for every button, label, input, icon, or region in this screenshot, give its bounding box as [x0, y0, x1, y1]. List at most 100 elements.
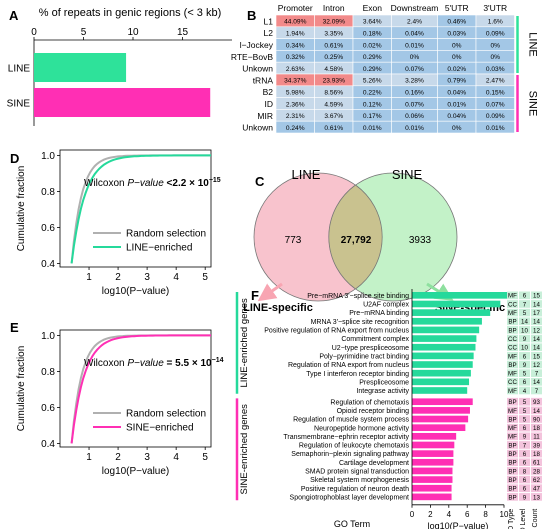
venn-sine-only-count: 3933	[409, 235, 432, 246]
panel-f-side-cell: 14	[533, 345, 540, 352]
panel-f-side-cell-bg	[519, 397, 530, 406]
panel-f-side-cell: 5	[523, 408, 527, 415]
panel-b-cell-value: 3.35%	[324, 31, 343, 38]
panel-f-side-cell: MF	[508, 310, 517, 317]
panel-b-cell-value: 0.02%	[363, 42, 382, 49]
panel-e-y-tick-label: 1.0	[41, 331, 55, 342]
panel-d-annotation-pvalue: P−value	[127, 178, 164, 189]
panel-f-side-cell: 7	[535, 388, 539, 395]
panel-f-side-cell-bg	[531, 291, 542, 300]
panel-b-cell-value: 0%	[410, 54, 420, 61]
panel-e-plot-frame	[59, 329, 212, 448]
panel-f-side-cell: 13	[533, 494, 540, 501]
panel-d-y-tick-label: 1.0	[41, 151, 55, 162]
panel-f-side-cell: 18	[533, 425, 540, 432]
panel-f-side-cell-bg	[531, 352, 542, 360]
panel-f-side-cell-bg	[519, 343, 530, 352]
panel-f-side-cell-bg	[507, 352, 518, 360]
panel-f-side-cell-bg	[531, 475, 542, 484]
panel-f-side-column-header: GO Count	[532, 509, 539, 529]
panel-f-side-cell-bg	[507, 317, 518, 326]
panel-f-side-cell-bg	[531, 378, 542, 386]
panel-b-cell-value: 0.15%	[486, 90, 505, 97]
panel-f-bar	[412, 369, 471, 377]
panel-f-bar	[412, 458, 454, 466]
panel-d-wilcoxon-annotation: Wilcoxon P−value <2.2 × 10−15	[84, 177, 221, 189]
panel-f-side-cell-bg	[507, 484, 518, 493]
panel-f-term-label: MRNA 3'−splice site recognition	[311, 319, 410, 326]
panel-b-cell-value: 0.25%	[324, 54, 343, 61]
panel-e-y-tick-label: 0.4	[41, 439, 55, 450]
panel-b-cell-value: 0.18%	[363, 31, 382, 38]
panel-f-side-cell: 7	[523, 442, 527, 449]
panel-b-cell-value: 0.12%	[363, 101, 382, 108]
panel-d-y-tick-label: 0.4	[41, 259, 55, 270]
panel-f-side-cell: 5	[523, 416, 527, 423]
panel-b-cell-value: 0.03%	[486, 66, 505, 73]
panel-f-side-cell: 9	[523, 494, 527, 501]
panel-b-cell-value: 5.98%	[286, 90, 305, 97]
panel-d-annotation-relation: <2.2 × 10	[164, 178, 209, 189]
panel-b-cell-value: 0.01%	[363, 125, 382, 132]
panel-f-side-cell-bg	[507, 386, 518, 395]
panel-f-side-cell-bg	[531, 386, 542, 395]
panel-f-term-label: Spongiotrophoblast layer development	[290, 494, 410, 501]
panel-b-row-label: l−Jockey	[240, 40, 274, 50]
panel-b-cell-value: 3.64%	[363, 19, 382, 26]
panel-f-bar	[412, 476, 453, 483]
panel-b-cell-value: 2.63%	[286, 66, 305, 73]
panel-f-term-label: Regulation of chemotaxis	[330, 399, 409, 406]
panel-f-term-label: Type I interferon receptor binding	[306, 371, 409, 378]
panel-f-side-cell: 12	[533, 362, 540, 369]
panel-f-side-column-header: GO Type	[508, 509, 515, 529]
venn-intersection	[328, 184, 383, 290]
panel-e-legend-label: Random selection	[126, 409, 206, 420]
panel-f-side-cell: CC	[508, 345, 517, 352]
panel-f-side-cell: BP	[508, 451, 516, 458]
panel-f-term-label: Positive regulation of neuron death	[301, 486, 409, 493]
panel-f-group-label: SINE-enriched genes	[239, 404, 250, 495]
panel-f-x-tick-label: 4	[447, 510, 452, 519]
panel-f-side-cell: BP	[508, 494, 516, 501]
panel-f-side-cell-bg	[507, 475, 518, 484]
panel-b-cell-bg	[475, 120, 515, 134]
panel-f-side-cell-bg	[507, 378, 518, 386]
panel-f-side-cell: CC	[508, 336, 517, 343]
panel-d-annotation-exponent: −15	[209, 177, 221, 184]
panel-f-term-label: Opioid receptor binding	[337, 408, 409, 415]
panel-f-side-cell: BP	[508, 460, 516, 467]
panel-a-x-tick-label: 5	[81, 27, 87, 38]
panel-f-side-column-header: GO Level	[520, 508, 527, 529]
panel-f-side-cell: MF	[508, 425, 517, 432]
panel-b-cell-value: 0.07%	[405, 66, 424, 73]
panel-f-side-cell: BP	[508, 327, 516, 334]
panel-f-side-cell-bg	[519, 334, 530, 343]
panel-f-side-cell-bg	[531, 308, 542, 317]
panel-f-side-cell: BP	[508, 319, 516, 326]
panel-f-term-label: Neuropeptide hormone activity	[314, 425, 409, 432]
panel-e-annotation-prefix: Wilcoxon	[84, 358, 127, 369]
panel-b-cell-value: 0.32%	[286, 54, 305, 61]
panel-f-side-cell-bg	[531, 343, 542, 352]
panel-f-side-cell-bg	[519, 406, 530, 415]
panel-f-term-label: Pre−mRNA 3'−splice site binding	[307, 293, 409, 300]
panel-b-row-label: Unkown	[242, 123, 273, 133]
panel-b-cell-value: 23.93%	[323, 78, 346, 85]
panel-f-side-cell-bg	[519, 352, 530, 360]
panel-f-side-cell: 7	[535, 371, 539, 378]
panel-f-side-cell-bg	[531, 493, 542, 501]
panel-f-bar	[412, 398, 473, 406]
panel-a-x-tick-label: 10	[127, 27, 139, 38]
panel-f-term-label: Prespliceosome	[359, 379, 409, 386]
panel-e-x-tick-label: 1	[86, 452, 92, 463]
panel-b-cell-value: 2.4%	[407, 19, 422, 26]
panel-f-side-cell-bg	[531, 406, 542, 415]
panel-f-side-cell: 47	[533, 486, 540, 493]
panel-b-cell-value: 8.56%	[324, 90, 343, 97]
panel-f-side-cell-bg	[507, 291, 518, 300]
panel-f-side-cell-bg	[519, 493, 530, 501]
panel-f-side-cell: 9	[523, 434, 527, 441]
panel-e-y-tick-label: 0.8	[41, 367, 55, 378]
panel-b-cell-value: 3.67%	[324, 113, 343, 120]
panel-b-cell-value: 44.09%	[284, 19, 307, 26]
